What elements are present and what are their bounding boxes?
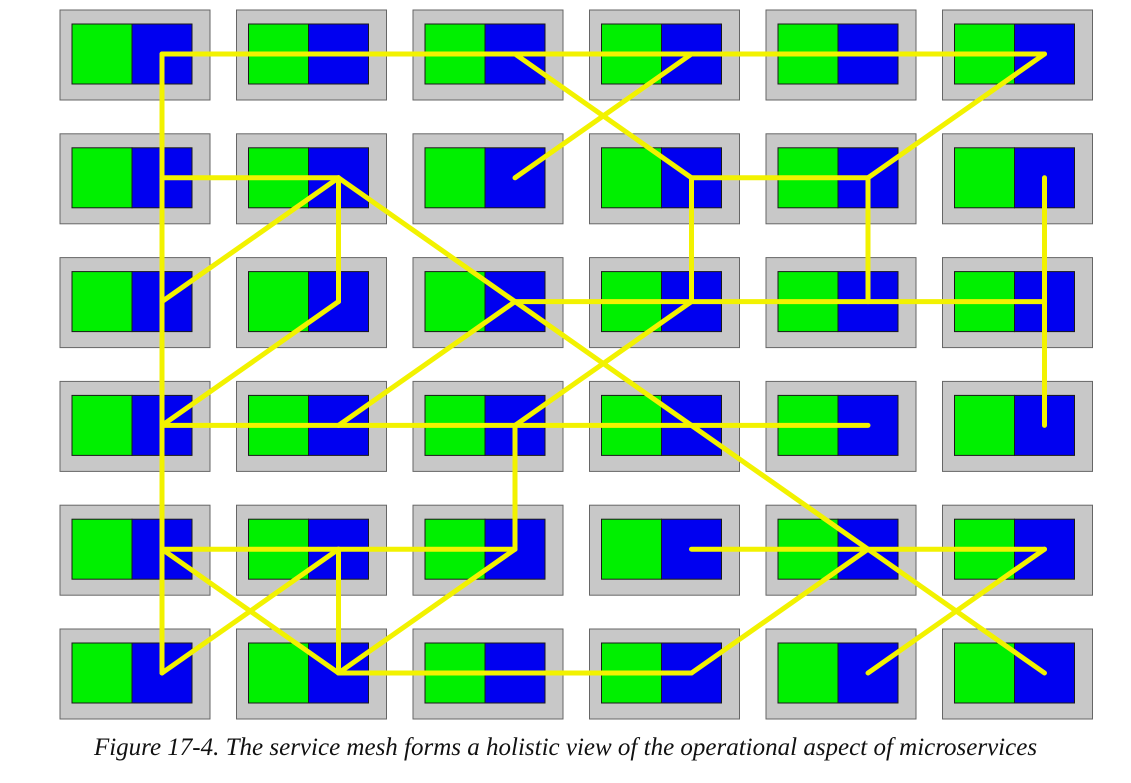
service-container xyxy=(601,147,662,209)
service-container xyxy=(71,642,133,704)
pod xyxy=(59,504,211,596)
service-container xyxy=(424,147,486,209)
service-container xyxy=(601,518,662,580)
mesh-link xyxy=(512,51,694,181)
mesh-links-layer xyxy=(159,51,1047,676)
mesh-link xyxy=(689,422,871,552)
pod xyxy=(236,133,387,225)
pod xyxy=(412,133,564,225)
mesh-link xyxy=(865,51,1047,181)
mesh-link xyxy=(159,546,341,676)
mesh-link xyxy=(689,546,871,676)
service-container xyxy=(71,147,133,209)
service-container xyxy=(424,271,486,333)
service-container xyxy=(71,394,133,456)
mesh-link xyxy=(159,299,341,428)
service-container xyxy=(71,23,133,85)
service-container xyxy=(954,642,1015,704)
pod xyxy=(765,628,917,720)
pod xyxy=(59,257,211,349)
mesh-link xyxy=(336,175,518,305)
pod xyxy=(942,380,1093,472)
mesh-link xyxy=(512,299,694,428)
mesh-link xyxy=(159,175,341,305)
mesh-link xyxy=(336,299,518,428)
service-container xyxy=(777,642,839,704)
mesh-link xyxy=(336,546,518,676)
pod xyxy=(942,628,1093,720)
pod xyxy=(59,628,211,720)
service-container xyxy=(954,147,1015,209)
service-container xyxy=(71,518,133,580)
mesh-link xyxy=(865,546,1047,676)
service-container xyxy=(248,642,309,704)
service-mesh-diagram xyxy=(59,9,1093,720)
pod xyxy=(942,133,1093,225)
service-container xyxy=(954,394,1015,456)
pods-layer xyxy=(59,9,1093,720)
service-container xyxy=(71,271,133,333)
pod xyxy=(236,257,387,349)
figure-caption: Figure 17-4. The service mesh forms a ho… xyxy=(93,734,1038,761)
pod xyxy=(59,133,211,225)
service-container xyxy=(248,271,309,333)
